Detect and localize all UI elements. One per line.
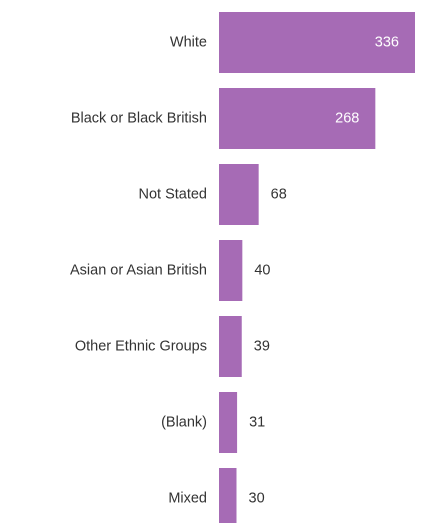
category-label-0: White xyxy=(170,34,207,50)
category-label-3: Asian or Asian British xyxy=(70,262,207,278)
value-label-0: 336 xyxy=(375,34,399,50)
category-label-1: Black or Black British xyxy=(71,110,207,126)
category-label-5: (Blank) xyxy=(161,414,207,430)
category-label-6: Mixed xyxy=(168,490,207,506)
bar-3 xyxy=(219,240,243,301)
value-label-2: 68 xyxy=(271,186,287,202)
value-label-4: 39 xyxy=(254,338,270,354)
value-label-1: 268 xyxy=(335,110,359,126)
bar-2 xyxy=(219,164,259,225)
category-label-4: Other Ethnic Groups xyxy=(75,338,207,354)
bar-1 xyxy=(219,88,376,149)
bar-6 xyxy=(219,468,237,523)
category-label-2: Not Stated xyxy=(138,186,207,202)
value-label-5: 31 xyxy=(249,414,265,430)
value-label-3: 40 xyxy=(254,262,270,278)
value-label-6: 30 xyxy=(249,490,265,506)
bar-0 xyxy=(219,12,415,73)
bar-4 xyxy=(219,316,242,377)
bar-5 xyxy=(219,392,238,453)
